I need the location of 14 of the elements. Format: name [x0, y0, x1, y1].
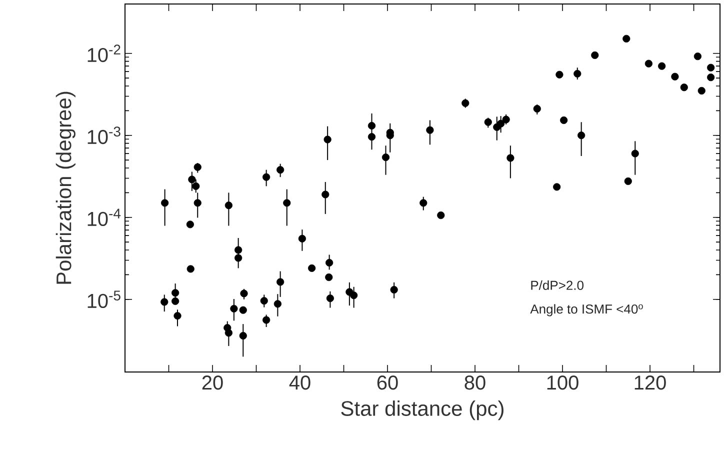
annotation: Angle to ISMF <40$^{o}$	[530, 304, 643, 316]
x-tick-label: 40	[289, 376, 310, 390]
y-tick-label: 10$^{-2}$	[88, 44, 120, 62]
y-tick-label: 10$^{-3}$	[88, 126, 120, 144]
x-tick-label: 20	[202, 376, 223, 390]
y-tick-label: 10$^{-4}$	[88, 208, 121, 226]
x-tick-label: 80	[464, 376, 486, 390]
x-tick-label: 100	[547, 376, 578, 390]
x-tick-label: 60	[377, 376, 398, 390]
x-tick-label: 120	[634, 376, 666, 390]
x-axis-title: Star distance (pc)	[341, 400, 504, 420]
y-tick-label: 10$^{-5}$	[88, 290, 120, 308]
y-axis-title: Polarization (degree)	[56, 92, 76, 284]
annotation: P/dP>2.0	[531, 280, 584, 290]
